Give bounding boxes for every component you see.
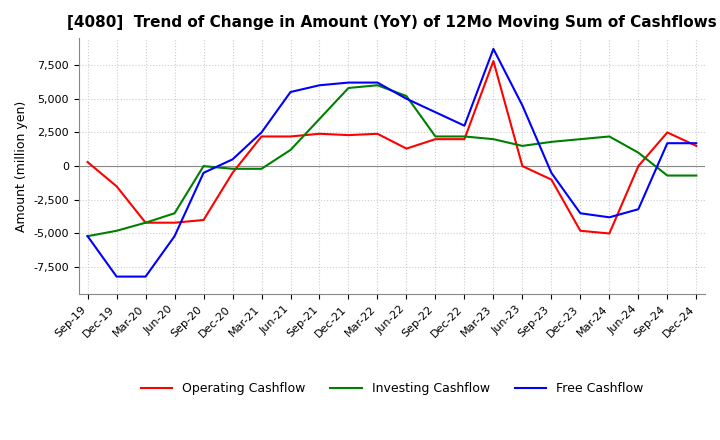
Investing Cashflow [634,150,643,155]
Operating Cashflow [112,183,121,189]
Free Cashflow [634,207,643,212]
Line: Investing Cashflow: Investing Cashflow [88,85,696,236]
Free Cashflow [605,215,613,220]
Investing Cashflow [199,164,208,169]
Investing Cashflow [228,166,237,172]
Operating Cashflow [170,220,179,225]
Investing Cashflow [344,85,353,91]
Free Cashflow [663,140,672,146]
Investing Cashflow [518,143,527,149]
Investing Cashflow [170,211,179,216]
Investing Cashflow [84,234,92,239]
Free Cashflow [431,110,440,115]
Investing Cashflow [605,134,613,139]
Investing Cashflow [663,173,672,178]
Investing Cashflow [489,136,498,142]
Free Cashflow [199,170,208,176]
Free Cashflow [141,274,150,279]
Free Cashflow [489,46,498,51]
Operating Cashflow [460,136,469,142]
Operating Cashflow [141,220,150,225]
Free Cashflow [112,274,121,279]
Operating Cashflow [547,177,556,182]
Y-axis label: Amount (million yen): Amount (million yen) [15,100,28,232]
Investing Cashflow [402,93,411,99]
Free Cashflow [344,80,353,85]
Free Cashflow [286,89,294,95]
Free Cashflow [373,80,382,85]
Operating Cashflow [84,159,92,165]
Free Cashflow [547,170,556,176]
Investing Cashflow [112,228,121,234]
Operating Cashflow [634,164,643,169]
Investing Cashflow [460,134,469,139]
Line: Operating Cashflow: Operating Cashflow [88,61,696,234]
Title: [4080]  Trend of Change in Amount (YoY) of 12Mo Moving Sum of Cashflows: [4080] Trend of Change in Amount (YoY) o… [67,15,717,30]
Operating Cashflow [257,134,266,139]
Investing Cashflow [373,83,382,88]
Operating Cashflow [692,143,701,149]
Operating Cashflow [576,228,585,234]
Legend: Operating Cashflow, Investing Cashflow, Free Cashflow: Operating Cashflow, Investing Cashflow, … [135,377,648,400]
Free Cashflow [402,96,411,101]
Operating Cashflow [373,131,382,136]
Investing Cashflow [286,147,294,153]
Operating Cashflow [344,132,353,138]
Investing Cashflow [257,166,266,172]
Investing Cashflow [576,136,585,142]
Operating Cashflow [286,134,294,139]
Investing Cashflow [692,173,701,178]
Free Cashflow [460,123,469,128]
Operating Cashflow [402,146,411,151]
Investing Cashflow [431,134,440,139]
Operating Cashflow [228,170,237,176]
Free Cashflow [170,234,179,239]
Free Cashflow [518,103,527,108]
Free Cashflow [257,130,266,135]
Operating Cashflow [605,231,613,236]
Operating Cashflow [663,130,672,135]
Free Cashflow [692,140,701,146]
Investing Cashflow [141,220,150,225]
Free Cashflow [576,211,585,216]
Free Cashflow [315,83,324,88]
Free Cashflow [228,157,237,162]
Operating Cashflow [199,217,208,223]
Operating Cashflow [518,164,527,169]
Line: Free Cashflow: Free Cashflow [88,49,696,277]
Operating Cashflow [489,59,498,64]
Investing Cashflow [315,116,324,121]
Operating Cashflow [431,136,440,142]
Operating Cashflow [315,131,324,136]
Investing Cashflow [547,139,556,144]
Free Cashflow [84,234,92,239]
